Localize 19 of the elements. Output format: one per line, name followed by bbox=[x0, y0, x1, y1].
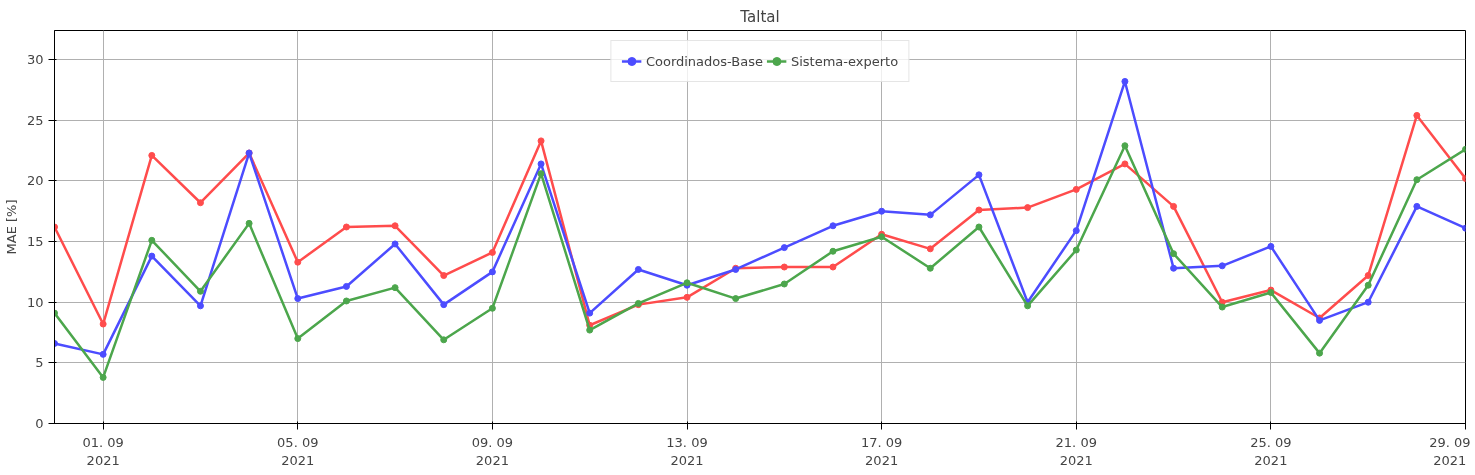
y-tick-label: 5 bbox=[35, 355, 44, 371]
y-tick-label: 25 bbox=[26, 112, 44, 128]
x-tick-label: 01. 09 2021 bbox=[82, 434, 124, 468]
x-tick-label: 25. 09 2021 bbox=[1250, 434, 1292, 468]
legend-label: Coordinados-Base bbox=[645, 53, 763, 69]
x-tick-label: 09. 09 2021 bbox=[471, 434, 514, 468]
x-tick-label: 21. 09 2021 bbox=[1055, 434, 1097, 468]
x-tick-label: 05. 09 2021 bbox=[277, 434, 319, 468]
chart-title: Taltal bbox=[739, 7, 780, 26]
y-tick-label: 30 bbox=[26, 52, 44, 68]
y-tick-label: 20 bbox=[26, 173, 44, 189]
x-tick-label: 29. 09 2021 bbox=[1429, 434, 1471, 468]
x-tick-label: 13. 09 2021 bbox=[666, 434, 708, 468]
legend-label: Sistema-experto bbox=[790, 53, 899, 69]
y-tick-label: 10 bbox=[26, 294, 44, 310]
y-tick-label: 15 bbox=[26, 234, 44, 250]
y-axis-title: MAE [%] bbox=[3, 199, 19, 255]
y-tick-label: 0 bbox=[35, 416, 44, 431]
x-tick-label: 17. 09 2021 bbox=[860, 434, 903, 468]
